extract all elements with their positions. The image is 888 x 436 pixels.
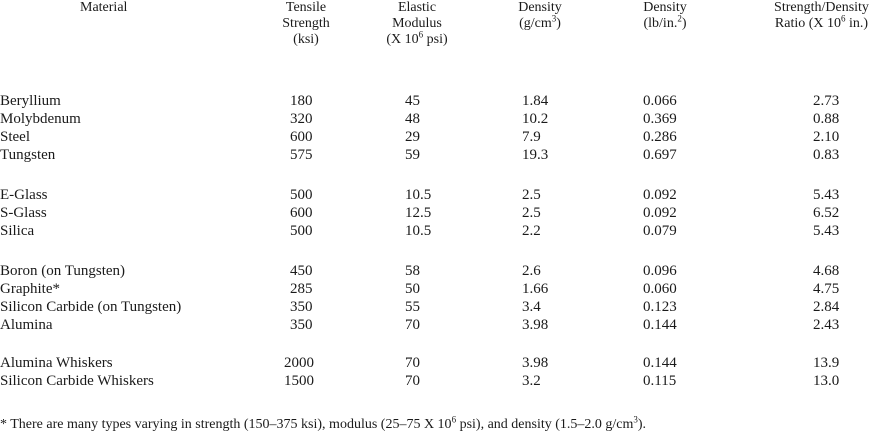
header-elastic-modulus: Elastic Modulus (X 106 psi)	[386, 0, 448, 47]
cell-ratio: 6.52	[813, 205, 840, 221]
cell-modulus: 10.5	[405, 223, 432, 239]
cell-density-gcm3: 3.4	[522, 299, 541, 315]
cell-tensile: 500	[290, 223, 313, 239]
cell-ratio: 13.0	[813, 373, 840, 389]
cell-modulus: 55	[405, 299, 420, 315]
cell-material: Silica	[0, 223, 35, 239]
cell-ratio: 2.73	[813, 93, 840, 109]
header-strength-density-ratio: Strength/Density Ratio (X 106 in.)	[774, 0, 869, 31]
cell-material: Alumina	[0, 317, 53, 333]
cell-density-gcm3: 2.5	[522, 187, 541, 203]
table-row: Boron (on Tungsten) 450 58 2.6 0.096 4.6…	[0, 262, 888, 280]
cell-modulus: 50	[405, 281, 420, 297]
cell-ratio: 2.10	[813, 129, 840, 145]
cell-ratio: 2.84	[813, 299, 840, 315]
cell-material: E-Glass	[0, 187, 48, 203]
cell-tensile: 320	[290, 111, 313, 127]
table-row: Steel 600 29 7.9 0.286 2.10	[0, 128, 888, 146]
cell-tensile: 600	[290, 129, 313, 145]
cell-material: Boron (on Tungsten)	[0, 263, 126, 279]
cell-ratio: 2.43	[813, 317, 840, 333]
cell-modulus: 12.5	[405, 205, 432, 221]
cell-modulus: 48	[405, 111, 420, 127]
cell-modulus: 10.5	[405, 187, 432, 203]
cell-ratio: 4.68	[813, 263, 840, 279]
header-density-lbin: Density (lb/in.2)	[643, 0, 687, 31]
cell-material: Silicon Carbide (on Tungsten)	[0, 299, 182, 315]
cell-material: Graphite*	[0, 281, 60, 297]
cell-material: Steel	[0, 129, 30, 145]
cell-density-lbin: 0.092	[643, 187, 677, 203]
cell-density-lbin: 0.144	[643, 355, 677, 371]
cell-tensile: 600	[290, 205, 313, 221]
header-material: Material	[80, 0, 128, 15]
cell-density-gcm3: 2.2	[522, 223, 541, 239]
cell-modulus: 45	[405, 93, 420, 109]
cell-ratio: 4.75	[813, 281, 840, 297]
cell-density-lbin: 0.144	[643, 317, 677, 333]
cell-tensile: 180	[290, 93, 313, 109]
table-row: Alumina Whiskers 2000 70 3.98 0.144 13.9	[0, 354, 888, 372]
cell-tensile: 350	[290, 317, 313, 333]
cell-density-gcm3: 1.66	[522, 281, 549, 297]
table-row: Beryllium 180 45 1.84 0.066 2.73	[0, 92, 888, 110]
cell-material: Molybdenum	[0, 111, 81, 127]
cell-material: S-Glass	[0, 205, 47, 221]
header-tensile-strength: Tensile Strength (ksi)	[282, 0, 330, 47]
cell-density-gcm3: 1.84	[522, 93, 549, 109]
cell-density-gcm3: 19.3	[522, 147, 549, 163]
cell-tensile: 1500	[284, 373, 314, 389]
cell-density-lbin: 0.092	[643, 205, 677, 221]
table-row: Graphite* 285 50 1.66 0.060 4.75	[0, 280, 888, 298]
cell-density-lbin: 0.369	[643, 111, 677, 127]
cell-density-lbin: 0.066	[643, 93, 677, 109]
cell-density-gcm3: 2.6	[522, 263, 541, 279]
table-row: Tungsten 575 59 19.3 0.697 0.83	[0, 146, 888, 164]
cell-density-gcm3: 3.98	[522, 355, 549, 371]
cell-density-lbin: 0.115	[643, 373, 677, 389]
footnote: * There are many types varying in streng…	[0, 414, 647, 432]
cell-density-lbin: 0.060	[643, 281, 677, 297]
table-row: Silicon Carbide (on Tungsten) 350 55 3.4…	[0, 298, 888, 316]
cell-density-lbin: 0.123	[643, 299, 677, 315]
cell-modulus: 70	[405, 373, 420, 389]
cell-material: Alumina Whiskers	[0, 355, 113, 371]
cell-modulus: 70	[405, 317, 420, 333]
cell-material: Tungsten	[0, 147, 56, 163]
cell-ratio: 0.83	[813, 147, 840, 163]
cell-ratio: 13.9	[813, 355, 840, 371]
cell-ratio: 5.43	[813, 223, 840, 239]
cell-tensile: 350	[290, 299, 313, 315]
cell-modulus: 70	[405, 355, 420, 371]
cell-tensile: 2000	[284, 355, 314, 371]
cell-density-lbin: 0.079	[643, 223, 677, 239]
cell-tensile: 450	[290, 263, 313, 279]
cell-density-lbin: 0.096	[643, 263, 677, 279]
cell-modulus: 59	[405, 147, 420, 163]
cell-tensile: 500	[290, 187, 313, 203]
cell-tensile: 575	[290, 147, 313, 163]
table-row: S-Glass 600 12.5 2.5 0.092 6.52	[0, 204, 888, 222]
header-density-gcm3: Density (g/cm3)	[518, 0, 562, 31]
cell-modulus: 58	[405, 263, 420, 279]
table-row: Molybdenum 320 48 10.2 0.369 0.88	[0, 110, 888, 128]
cell-density-gcm3: 2.5	[522, 205, 541, 221]
cell-density-gcm3: 3.2	[522, 373, 541, 389]
cell-modulus: 29	[405, 129, 420, 145]
cell-ratio: 5.43	[813, 187, 840, 203]
cell-material: Silicon Carbide Whiskers	[0, 373, 154, 389]
cell-tensile: 285	[290, 281, 313, 297]
cell-density-lbin: 0.697	[643, 147, 677, 163]
table-row: Silica 500 10.5 2.2 0.079 5.43	[0, 222, 888, 240]
cell-density-lbin: 0.286	[643, 129, 677, 145]
table-row: Alumina 350 70 3.98 0.144 2.43	[0, 316, 888, 334]
table-row: E-Glass 500 10.5 2.5 0.092 5.43	[0, 186, 888, 204]
cell-density-gcm3: 10.2	[522, 111, 549, 127]
cell-ratio: 0.88	[813, 111, 840, 127]
cell-density-gcm3: 3.98	[522, 317, 549, 333]
table-row: Silicon Carbide Whiskers 1500 70 3.2 0.1…	[0, 372, 888, 390]
cell-density-gcm3: 7.9	[522, 129, 541, 145]
cell-material: Beryllium	[0, 93, 61, 109]
